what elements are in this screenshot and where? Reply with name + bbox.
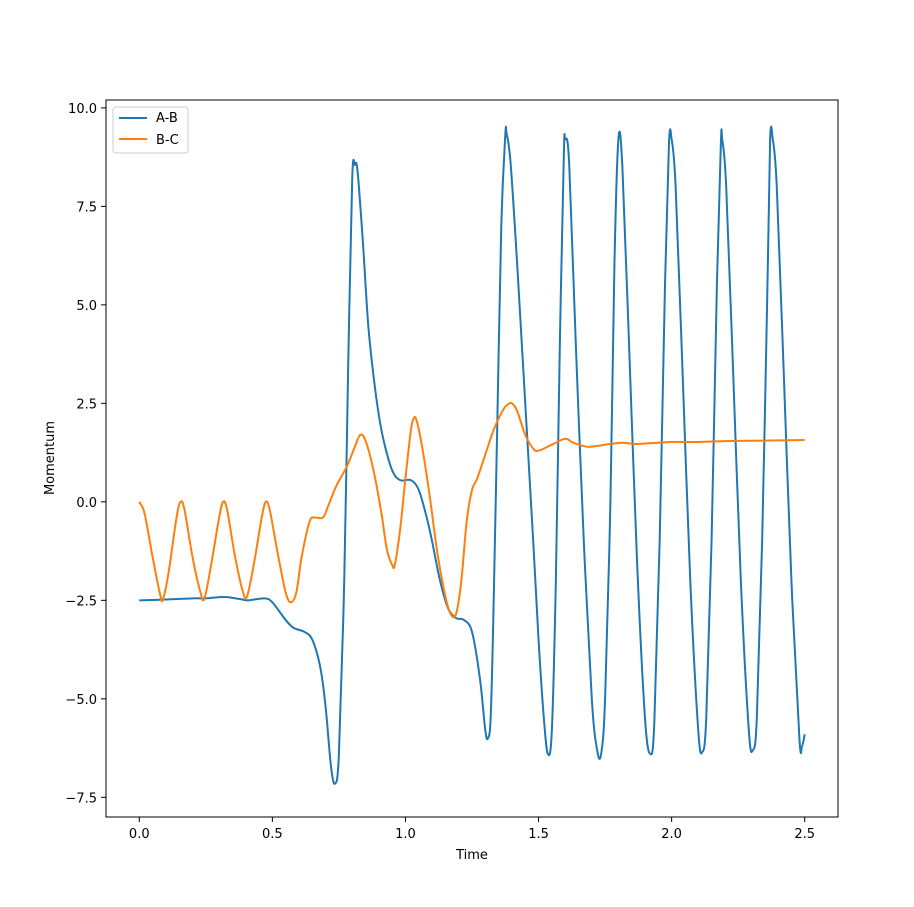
- plot-lines: [138, 125, 806, 785]
- y-tick-label: 10.0: [68, 102, 97, 117]
- x-axis: 0.0 0.5 1.0 1.5 2.0 2.5: [129, 817, 815, 842]
- y-tick-label: −5.0: [65, 693, 97, 708]
- x-axis-title: Time: [455, 848, 488, 863]
- y-tick-label: 0.0: [76, 496, 97, 511]
- x-tick-label: 0.0: [129, 827, 150, 842]
- x-tick-label: 2.5: [794, 827, 815, 842]
- series-line-a-b: [139, 125, 806, 785]
- series-line-b-c: [138, 402, 805, 619]
- y-tick-label: −7.5: [65, 791, 97, 806]
- legend-label-b-c: B-C: [156, 133, 179, 148]
- y-tick-label: −2.5: [65, 594, 97, 609]
- x-tick-label: 1.5: [528, 827, 549, 842]
- y-tick-label: 2.5: [76, 397, 97, 412]
- legend-label-a-b: A-B: [156, 111, 178, 126]
- x-tick-label: 0.5: [262, 827, 283, 842]
- plot-frame: [105, 99, 839, 818]
- y-axis: −7.5 −5.0 −2.5 0.0 2.5 5.0 7.5 10.0: [65, 102, 106, 806]
- x-tick-label: 1.0: [395, 827, 416, 842]
- y-axis-title: Momentum: [43, 421, 58, 495]
- y-tick-label: 7.5: [76, 200, 97, 215]
- legend: A-B B-C: [112, 106, 189, 154]
- y-tick-label: 5.0: [76, 299, 97, 314]
- x-tick-label: 2.0: [661, 827, 682, 842]
